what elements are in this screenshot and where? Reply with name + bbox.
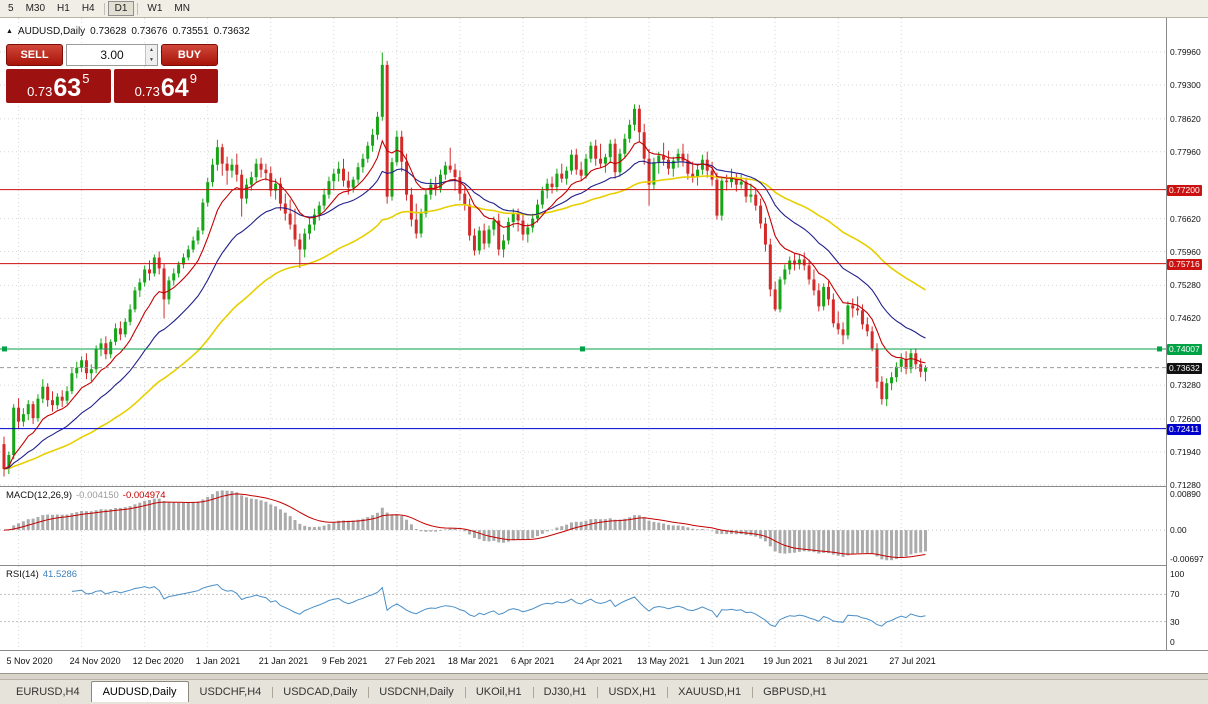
buy-price-button[interactable]: 0.73 64 9 [113,69,218,103]
x-axis-date-label: 27 Feb 2021 [384,656,436,666]
chart-tab-DJ30-H1[interactable]: DJ30,H1 [532,684,598,701]
x-axis-date-label: 12 Dec 2020 [132,656,184,666]
toolbar-separator [137,2,139,15]
macd-indicator-canvas[interactable] [0,487,1166,565]
buy-price-prefix: 0.73 [134,84,160,99]
timeframe-button-5[interactable]: 5 [8,2,14,14]
buy-price-sup: 9 [189,71,197,86]
sell-price-button[interactable]: 0.73 63 5 [6,69,111,103]
rsi-value: 41.5286 [42,569,78,580]
ohlc-close: 0.73632 [213,26,250,37]
rsi-indicator-label: RSI(14) 41.5286 [6,569,77,580]
chart-tab-GBPUSD-H1[interactable]: GBPUSD,H1 [752,684,838,701]
ohlc-high: 0.73676 [131,26,168,37]
x-axis-date-label: 6 Apr 2021 [510,656,555,666]
timeframe-button-H1[interactable]: H1 [57,2,70,14]
x-axis-date-label: 18 Mar 2021 [447,656,499,666]
buy-price-big: 64 [160,74,189,102]
timeframe-button-MN[interactable]: MN [174,2,190,14]
rsi-name: RSI(14) [6,569,39,580]
x-axis-date-label: 21 Jan 2021 [258,656,309,666]
toolbar-separator [103,2,105,15]
x-axis-date-label: 24 Apr 2021 [574,656,623,666]
macd-signal-value: -0.004974 [122,490,166,501]
volume-decrease-button[interactable]: ▼ [146,55,157,65]
x-axis-date-label: 19 Jun 2021 [763,656,813,666]
macd-indicator-label: MACD(12,26,9) -0.004150 -0.004974 [6,490,166,501]
chart-tab-USDX-H1[interactable]: USDX,H1 [597,684,667,701]
x-axis-date-label: 1 Jun 2021 [700,656,745,666]
timeframe-button-W1[interactable]: W1 [147,2,163,14]
chart-tab-USDCNH-Daily[interactable]: USDCNH,Daily [368,684,465,701]
chart-tab-USDCAD-Daily[interactable]: USDCAD,Daily [272,684,368,701]
date-axis[interactable]: 5 Nov 2020 24 Nov 2020 12 Dec 2020 1 Jan 20… [0,650,1208,673]
volume-input[interactable]: 3.00 ▲ ▼ [66,44,158,66]
x-axis-date-label: 1 Jan 2021 [195,656,241,666]
chart-tab-AUDUSD-Daily[interactable]: AUDUSD,Daily [90,681,189,702]
sell-price-sup: 5 [82,71,90,86]
symbol-ohlc-header: ▲ AUDUSD,Daily 0.73628 0.73676 0.73551 0… [6,26,250,37]
volume-increase-button[interactable]: ▲ [146,45,157,55]
panel-sash[interactable] [0,673,1208,679]
timeframe-toolbar: 5 M30 H1 H4 D1 W1 MN [0,0,1208,18]
rsi-indicator-canvas[interactable] [0,566,1166,650]
chart-tab-EURUSD-H4[interactable]: EURUSD,H4 [16,686,80,698]
price-chart-canvas[interactable] [0,18,1166,486]
volume-value: 3.00 [100,48,124,62]
timeframe-button-D1[interactable]: D1 [107,1,135,16]
macd-panel: MACD(12,26,9) -0.004150 -0.004974 [0,486,1166,565]
ohlc-open: 0.73628 [90,26,127,37]
price-axis[interactable] [1166,18,1208,650]
x-axis-date-label: 13 May 2021 [637,656,690,666]
chart-tab-UKOil-H1[interactable]: UKOil,H1 [464,684,533,701]
ohlc-low: 0.73551 [172,26,209,37]
macd-name: MACD(12,26,9) [6,490,72,501]
x-axis-date-label: 9 Feb 2021 [321,656,368,666]
buy-button[interactable]: BUY [161,44,218,66]
x-axis-date-label: 5 Nov 2020 [6,656,53,666]
symbol-name: AUDUSD,Daily [17,26,86,37]
x-axis-date-label: 8 Jul 2021 [826,656,868,666]
sell-price-prefix: 0.73 [27,84,53,99]
chart-tab-bar: EURUSD,H4 AUDUSD,Daily USDCHF,H4 USDCAD,Dai… [0,679,1208,704]
timeframe-button-M30[interactable]: M30 [25,2,46,14]
x-axis-date-label: 24 Nov 2020 [69,656,121,666]
main-chart-panel: ▲ AUDUSD,Daily 0.73628 0.73676 0.73551 0… [0,18,1166,486]
macd-main-value: -0.004150 [76,490,119,501]
x-axis-date-label: 27 Jul 2021 [889,656,936,666]
one-click-trading-panel: SELL 3.00 ▲ ▼ BUY 0.73 63 5 0.73 64 9 [6,44,218,103]
volume-spinner: ▲ ▼ [145,45,157,65]
timeframe-button-H4[interactable]: H4 [81,2,95,14]
rsi-panel: RSI(14) 41.5286 [0,565,1166,650]
chart-tab-XAUUSD-H1[interactable]: XAUUSD,H1 [667,684,752,701]
chart-tab-USDCHF-H4[interactable]: USDCHF,H4 [199,686,262,698]
sell-price-big: 63 [53,74,82,102]
symbol-marker-icon: ▲ [6,28,13,35]
sell-button[interactable]: SELL [6,44,63,66]
